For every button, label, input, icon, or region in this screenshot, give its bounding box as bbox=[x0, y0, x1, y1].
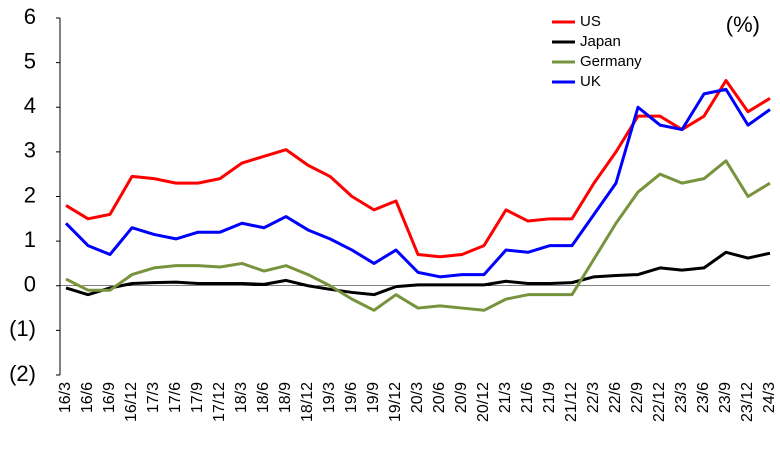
series-line bbox=[64, 87, 771, 279]
x-tick-label: 21/12 bbox=[563, 382, 580, 422]
y-tick-label: 5 bbox=[24, 48, 36, 73]
x-tick-label: 23/12 bbox=[739, 382, 756, 422]
x-tick-label: 17/9 bbox=[189, 382, 206, 413]
y-tick-label: 6 bbox=[24, 4, 36, 29]
x-tick-label: 18/12 bbox=[299, 382, 316, 422]
x-tick-label: 19/9 bbox=[365, 382, 382, 413]
x-tick-label: 19/12 bbox=[387, 382, 404, 422]
x-tick-label: 19/6 bbox=[343, 382, 360, 413]
x-tick-label: 18/6 bbox=[255, 382, 272, 413]
x-tick-label: 21/9 bbox=[541, 382, 558, 413]
x-tick-label: 16/12 bbox=[123, 382, 140, 422]
series-line bbox=[65, 78, 771, 259]
x-tick-label: 18/9 bbox=[277, 382, 294, 413]
y-tick-label: 1 bbox=[24, 227, 36, 252]
y-tick-label: (2) bbox=[9, 361, 36, 386]
x-tick-label: 17/6 bbox=[167, 382, 184, 413]
series-line bbox=[65, 250, 771, 297]
legend-label: Japan bbox=[580, 33, 621, 50]
y-tick-label: 2 bbox=[24, 182, 36, 207]
y-tick-label: 4 bbox=[24, 93, 36, 118]
x-tick-label: 17/3 bbox=[145, 382, 162, 413]
legend-label: US bbox=[580, 13, 601, 30]
x-tick-label: 20/12 bbox=[475, 382, 492, 422]
unit-label: (%) bbox=[726, 12, 760, 37]
series-line bbox=[65, 159, 771, 312]
x-tick-label: 16/3 bbox=[57, 382, 74, 413]
x-tick-label: 24/3 bbox=[761, 382, 778, 413]
x-tick-label: 16/9 bbox=[101, 382, 118, 413]
x-tick-label: 19/3 bbox=[321, 382, 338, 413]
x-tick-label: 22/12 bbox=[651, 382, 668, 422]
x-tick-label: 22/3 bbox=[585, 382, 602, 413]
x-tick-label: 21/6 bbox=[519, 382, 536, 413]
legend-label: UK bbox=[580, 73, 601, 90]
x-tick-label: 20/6 bbox=[431, 382, 448, 413]
x-tick-label: 21/3 bbox=[497, 382, 514, 413]
x-tick-label: 23/3 bbox=[673, 382, 690, 413]
x-tick-label: 20/9 bbox=[453, 382, 470, 413]
x-tick-label: 16/6 bbox=[79, 382, 96, 413]
x-tick-label: 20/3 bbox=[409, 382, 426, 413]
x-tick-label: 23/6 bbox=[695, 382, 712, 413]
legend-label: Germany bbox=[580, 53, 642, 70]
x-tick-label: 23/9 bbox=[717, 382, 734, 413]
y-tick-label: (1) bbox=[9, 316, 36, 341]
x-tick-label: 22/6 bbox=[607, 382, 624, 413]
x-tick-label: 17/12 bbox=[211, 382, 228, 422]
y-tick-label: 0 bbox=[24, 272, 36, 297]
y-tick-label: 3 bbox=[24, 138, 36, 163]
x-tick-label: 18/3 bbox=[233, 382, 250, 413]
x-tick-label: 22/9 bbox=[629, 382, 646, 413]
